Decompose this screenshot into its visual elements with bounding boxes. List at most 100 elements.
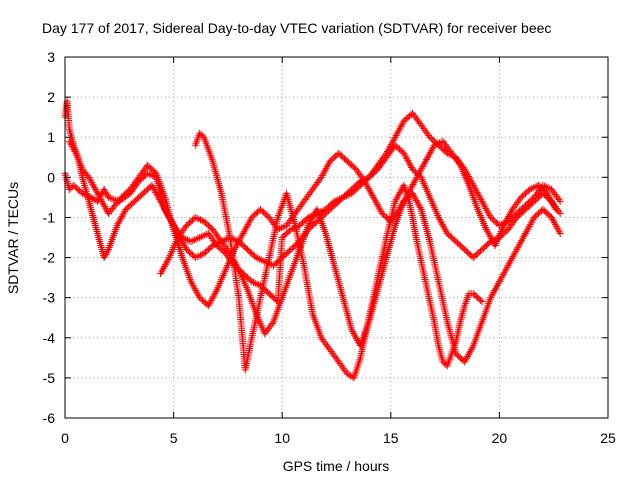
data-point [375,204,383,212]
data-point [483,227,491,235]
y-tick-label: -5 [43,370,56,386]
data-point [510,251,518,259]
data-point [369,193,377,201]
data-point [184,236,192,244]
data-point [162,259,170,267]
data-point [206,298,214,306]
data-point [367,188,375,196]
data-point [319,170,327,178]
data-point [474,190,482,198]
x-tick-label: 25 [600,430,616,446]
data-point [437,219,445,227]
data-point [323,163,331,171]
data-point [144,169,152,177]
data-point [476,194,484,202]
data-point [254,254,262,262]
data-point [484,208,492,216]
data-point [556,229,564,237]
data-point [412,175,420,183]
data-point [479,199,487,207]
data-point [239,229,247,237]
data-point [339,193,347,201]
data-point [359,176,367,184]
y-axis-ticks: -6 -5 -4 -3 -2 -1 0 1 2 3 [43,49,608,426]
data-point [549,217,557,225]
data-point [395,190,403,198]
data-point [417,166,425,174]
data-point [409,189,417,197]
data-point [511,249,519,257]
data-point [397,187,405,195]
data-point [554,226,562,234]
data-point [467,345,475,353]
data-point [485,231,493,239]
data-point [423,156,431,164]
data-point [393,130,401,138]
data-point [101,252,109,260]
data-point [372,199,380,207]
data-point [371,197,379,205]
data-point [365,184,373,192]
data-point [231,258,239,266]
data-point [230,257,238,265]
data-point [234,264,242,272]
data-point [148,181,156,189]
data-point [410,179,418,187]
data-point [257,256,265,264]
data-point [376,206,384,214]
series-track-e [157,189,564,366]
data-point [493,281,501,289]
series-track-c [65,137,560,310]
data-point [385,144,393,152]
data-point [223,235,231,243]
plot-frame [64,56,609,419]
data-point [386,142,394,150]
data-point [436,215,444,223]
data-point [232,260,240,268]
data-point [512,247,520,255]
y-tick-label: -1 [43,209,56,225]
data-point [416,204,424,212]
data-point [461,358,469,366]
data-point [227,251,235,259]
data-point [505,260,513,268]
y-tick-label: 3 [47,49,55,65]
data-point [495,278,503,286]
data-point [490,288,498,296]
y-tick-label: 0 [47,169,55,185]
data-point [432,140,440,148]
data-point [485,210,493,218]
data-point [209,293,217,301]
data-point [522,228,530,236]
data-point [487,294,495,302]
data-point [102,250,110,258]
data-point [504,262,512,270]
data-point [304,221,312,229]
data-point [483,206,491,214]
data-point [497,274,505,282]
data-point [478,298,486,306]
data-point [468,344,476,352]
data-point [493,283,501,291]
data-point [416,168,424,176]
data-point [320,168,328,176]
data-point [119,211,127,219]
data-point [475,192,483,200]
data-point [180,240,188,248]
data-point [519,235,527,243]
data-point [508,254,516,262]
data-point [197,216,205,224]
data-point [208,295,216,303]
data-point [233,262,241,270]
data-point [473,188,481,196]
data-point [420,161,428,169]
data-point [192,235,200,243]
data-point [195,252,203,260]
data-point [544,191,552,199]
data-point [390,135,398,143]
data-point [499,270,507,278]
x-tick-label: 5 [170,430,178,446]
data-point [526,221,534,229]
data-point [158,266,166,274]
